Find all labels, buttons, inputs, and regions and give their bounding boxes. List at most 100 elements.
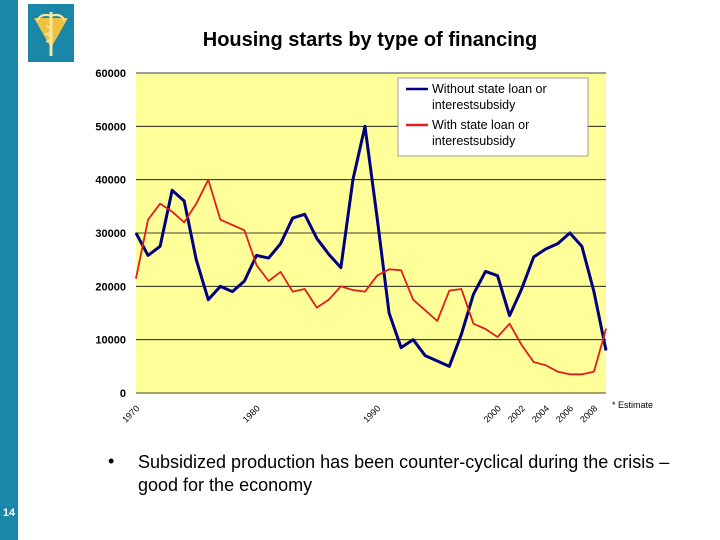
- data-point-with-2004: [545, 364, 547, 366]
- data-point-with-2008: [593, 371, 595, 373]
- data-point-with-1990: [376, 275, 378, 277]
- y-tick-label-0: 0: [120, 388, 126, 400]
- y-tick-label-30000: 30000: [95, 228, 126, 240]
- data-point-without-1987: [340, 267, 342, 269]
- data-point-with-1996: [448, 290, 450, 292]
- data-point-without-1978: [231, 291, 234, 293]
- x-tick-label-2006: 2006: [554, 403, 575, 424]
- data-point-with-2002: [521, 344, 523, 346]
- data-point-without-1979: [243, 280, 246, 282]
- data-point-without-1980: [255, 254, 258, 256]
- data-point-with-2006: [569, 373, 571, 375]
- data-point-without-1984: [304, 213, 306, 215]
- data-point-with-1989: [364, 291, 366, 293]
- data-point-with-1982: [280, 271, 282, 273]
- data-point-without-1998: [472, 293, 475, 295]
- legend-box: [397, 77, 589, 157]
- data-point-without-1989: [364, 125, 366, 127]
- data-point-with-1980: [255, 264, 258, 266]
- data-point-without-1975: [195, 259, 197, 261]
- data-point-without-1981: [267, 257, 270, 259]
- data-point-with-1975: [195, 203, 197, 205]
- data-point-with-1979: [243, 229, 246, 231]
- data-point-without-1990: [376, 216, 378, 218]
- data-point-without-1996: [448, 365, 450, 367]
- data-point-without-1988: [352, 179, 354, 181]
- data-point-without-2008: [593, 291, 595, 293]
- data-point-with-1988: [352, 289, 354, 291]
- data-point-without-1985: [316, 237, 318, 239]
- data-point-without-2009: [605, 349, 607, 351]
- data-point-with-2001: [508, 323, 511, 325]
- y-tick-label-10000: 10000: [95, 335, 126, 347]
- chart-title: Housing starts by type of financing: [202, 29, 538, 51]
- data-point-without-1997: [460, 333, 462, 335]
- housing-starts-chart: 0 10000 20000 30000 40000 50000 60000 1970 1980 1…: [95, 68, 653, 425]
- x-tick-label-2008: 2008: [578, 403, 599, 424]
- data-point-without-2006: [569, 232, 571, 234]
- data-point-with-2005: [557, 371, 559, 373]
- data-point-with-2000: [496, 336, 499, 338]
- y-tick-label-60000: 60000: [95, 68, 126, 80]
- data-point-without-1976: [207, 299, 209, 301]
- y-tick-label-50000: 50000: [95, 121, 126, 133]
- data-point-with-1999: [484, 328, 487, 330]
- logo-wings-shape: [36, 13, 66, 22]
- data-point-with-1997: [460, 288, 462, 290]
- data-point-with-1976: [207, 179, 209, 181]
- data-point-without-2001: [508, 315, 511, 317]
- y-tick-label-20000: 20000: [95, 281, 126, 293]
- data-point-without-1986: [328, 253, 330, 255]
- data-point-without-1983: [292, 217, 294, 219]
- data-point-with-1995: [436, 320, 438, 322]
- bullet-symbol: •: [108, 451, 115, 471]
- x-tick-label-1990: 1990: [361, 403, 382, 424]
- data-point-with-1972: [159, 203, 161, 205]
- data-point-without-1995: [436, 360, 438, 362]
- data-point-without-1994: [424, 355, 426, 357]
- legend-label-with: With state loan or interestsubsidy: [432, 118, 529, 148]
- logo-staff-shape: [49, 12, 53, 56]
- brand-side-bar: [0, 0, 18, 540]
- data-point-without-2003: [533, 256, 535, 258]
- data-point-with-1973: [171, 211, 173, 213]
- page-number: 14: [2, 507, 16, 519]
- logo-serpent-shape: [43, 25, 52, 43]
- caduceus-logo-icon: [34, 12, 68, 56]
- data-point-with-1977: [219, 219, 221, 221]
- data-point-without-2004: [545, 248, 547, 250]
- data-point-without-2005: [557, 243, 559, 245]
- data-point-with-1992: [400, 269, 402, 271]
- data-point-with-1970: [135, 277, 137, 279]
- data-point-with-2009: [605, 328, 607, 330]
- x-tick-label-1980: 1980: [241, 403, 262, 424]
- x-tick-label-2004: 2004: [530, 403, 551, 424]
- data-point-with-1998: [472, 323, 475, 325]
- data-point-with-1984: [304, 288, 306, 290]
- data-point-without-1993: [412, 339, 414, 341]
- data-point-without-2002: [521, 288, 523, 290]
- data-point-with-1993: [412, 299, 414, 301]
- x-tick-label-2002: 2002: [506, 403, 527, 424]
- data-point-without-1970: [135, 232, 137, 234]
- data-point-with-1978: [231, 224, 234, 226]
- data-point-without-1977: [219, 285, 221, 287]
- data-point-without-1974: [183, 200, 185, 202]
- legend-label-without: Without state loan or interestsubsidy: [432, 82, 547, 112]
- data-point-without-1971: [147, 254, 149, 256]
- data-point-with-1971: [147, 219, 149, 221]
- logo: [28, 4, 74, 62]
- data-point-without-1982: [280, 243, 282, 245]
- estimate-annotation: * Estimate: [612, 400, 653, 410]
- data-point-without-2007: [581, 245, 583, 247]
- series-line-without-state-loan: [134, 124, 608, 368]
- data-point-without-1992: [400, 347, 402, 349]
- data-point-with-1986: [328, 299, 330, 301]
- data-point-without-2000: [496, 275, 499, 277]
- data-point-without-1972: [159, 245, 161, 247]
- data-point-without-1999: [484, 270, 487, 272]
- data-point-with-1983: [292, 291, 294, 293]
- series-line-with-state-loan: [135, 178, 607, 376]
- data-point-with-1987: [340, 285, 342, 287]
- bullet-text: Subsidized production has been counter-c…: [138, 452, 670, 495]
